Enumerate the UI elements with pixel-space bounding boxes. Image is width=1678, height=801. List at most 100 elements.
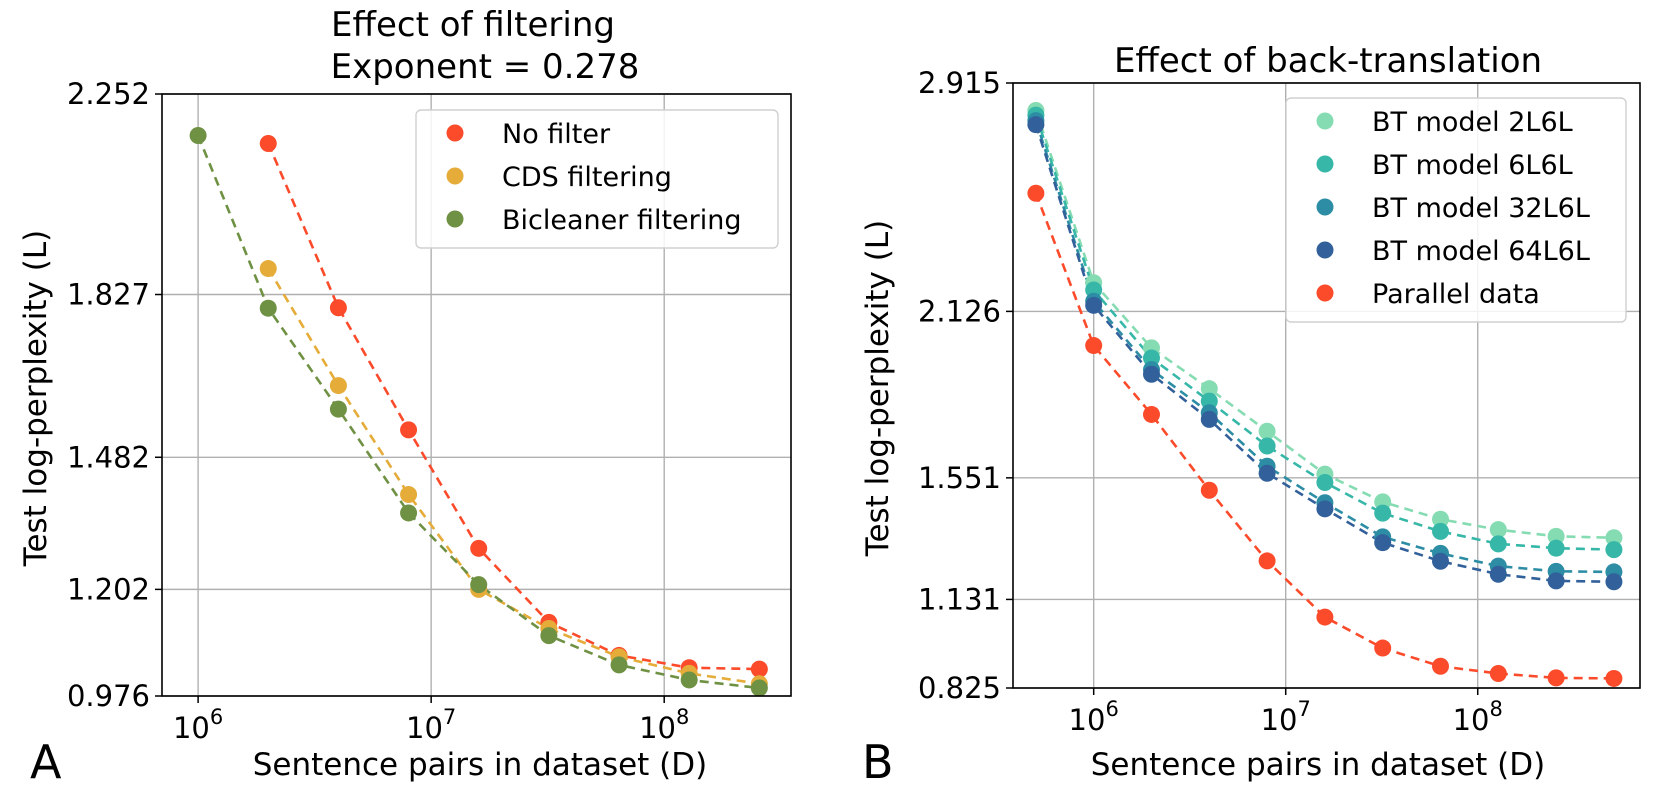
panel-b-series-4-point-4 (1258, 552, 1276, 570)
panel-b-series-0-point-10 (1605, 529, 1623, 547)
panel-a-label: A (30, 735, 62, 789)
panel-a-y-tick-label-2: 1.482 (67, 440, 150, 474)
panel-b-y-tick-label-4: 2.915 (918, 66, 1001, 100)
panel-a-series-2-fit-line (196, 135, 760, 690)
panel-b-series-4-point-6 (1374, 639, 1392, 657)
panel-a-series-2-point-6 (610, 656, 628, 674)
panel-b-series-4-point-9 (1547, 669, 1565, 687)
panel-b-legend: BT model 2L6L BT model 6L6L BT model 32L6L… (1285, 97, 1627, 323)
panel-a-series-0-fit-line (267, 142, 760, 671)
panel-b-legend-marker-2 (1316, 198, 1334, 216)
panel-a-series-0-point-1 (329, 299, 347, 317)
panel-b-series-1-point-5 (1316, 473, 1334, 491)
panel-a-series-2-point-5 (540, 627, 558, 645)
panel-b-series-0-point-4 (1258, 422, 1276, 440)
panel-a-y-tick-label-3: 1.827 (67, 278, 150, 312)
panel-a-series-2-point-0 (189, 127, 207, 145)
panel-b-series-1-point-6 (1374, 504, 1392, 522)
panel-a-series-0-point-3 (470, 539, 488, 557)
panel-a-series-2-point-1 (259, 299, 277, 317)
panel-b-series-4-point-7 (1432, 657, 1450, 675)
panel-b-legend-label-2: BT model 32L6L (1372, 193, 1590, 224)
panel-a-chart: 106 107 108 0.976 1.202 1.482 1.827 2.252 Effe… (18, 5, 792, 789)
panel-b-series-4-point-5 (1316, 608, 1334, 626)
panel-a-y-tick-label-0: 0.976 (67, 679, 150, 713)
panel-a-series-2-point-2 (329, 400, 347, 418)
panel-b-series-3-point-1 (1085, 296, 1103, 314)
panel-a-fit-curves (196, 135, 760, 690)
panel-b-series-1-point-7 (1432, 522, 1450, 540)
panel-b-label: B (862, 735, 894, 789)
panel-b-series-0-point-7 (1432, 510, 1450, 528)
panel-a-y-tick-label-4: 2.252 (67, 77, 150, 111)
panel-a-legend-box (415, 109, 779, 249)
panel-a-legend-marker-2 (446, 210, 464, 228)
panel-a-y-ticks: 0.976 1.202 1.482 1.827 2.252 (67, 77, 162, 713)
panel-a-series-0-point-2 (400, 421, 418, 439)
panel-b-series-3-point-0 (1027, 116, 1045, 134)
panel-a-legend-label-2: Bicleaner filtering (502, 205, 742, 236)
panel-b-series-4-point-1 (1085, 337, 1103, 355)
panel-b-legend-box (1285, 97, 1627, 323)
panel-a-series-1-point-0 (259, 260, 277, 278)
panel-b-title: Effect of back-translation (1114, 41, 1542, 81)
panel-a-x-tick-label-1: 107 (406, 705, 456, 745)
panel-b-series-4-fit-line (1034, 192, 1614, 680)
panel-a-x-axis-label: Sentence pairs in dataset (D) (253, 747, 708, 783)
panel-b-legend-label-4: Parallel data (1372, 279, 1540, 310)
panel-a-legend-marker-0 (446, 124, 464, 142)
panel-b-legend-label-0: BT model 2L6L (1372, 107, 1573, 138)
panel-b-x-tick-label-2: 108 (1453, 697, 1503, 737)
panel-b-series-1-point-9 (1547, 539, 1565, 557)
panel-a-series-0-point-7 (750, 660, 768, 678)
panel-b-series-4-point-3 (1200, 481, 1218, 499)
panel-b-series-1-point-10 (1605, 541, 1623, 559)
panel-a-x-tick-label-0: 106 (173, 705, 223, 745)
panel-b-y-tick-label-1: 1.131 (918, 582, 1001, 616)
panel-a-series-0-point-0 (259, 135, 277, 153)
panel-b-series-1-point-4 (1258, 437, 1276, 455)
panel-b-y-axis-label: Test log-perplexity (L) (860, 220, 896, 557)
panel-b-series-0-point-8 (1489, 521, 1507, 539)
panel-b-legend-marker-4 (1316, 284, 1334, 302)
panel-a-series-2-point-3 (400, 504, 418, 522)
panel-a-legend-label-1: CDS filtering (502, 162, 672, 193)
panel-b-legend-label-3: BT model 64L6L (1372, 236, 1590, 267)
panel-b-series-4-point-8 (1489, 665, 1507, 683)
panel-b-series-3-point-4 (1258, 464, 1276, 482)
panel-b-legend-marker-1 (1316, 155, 1334, 173)
panel-b-x-tick-label-0: 106 (1069, 697, 1119, 737)
panel-b-series-3-point-9 (1547, 572, 1565, 590)
panel-b-series-3-point-10 (1605, 573, 1623, 591)
panel-b-y-ticks: 0.825 1.131 1.551 2.126 2.915 (918, 66, 1013, 705)
panel-a-series-2-point-4 (470, 576, 488, 594)
panel-a-series-1-point-2 (400, 486, 418, 504)
panel-a-title-line-1: Effect of filtering (331, 5, 615, 45)
panel-a-axes-frame (161, 93, 792, 697)
panel-a-title-line-2: Exponent = 0.278 (331, 47, 640, 87)
panel-b-y-tick-label-2: 1.551 (918, 461, 1001, 495)
panel-b-series-1-point-8 (1489, 535, 1507, 553)
panel-b-x-axis-label: Sentence pairs in dataset (D) (1091, 747, 1546, 783)
panel-a-series-2-point-8 (750, 679, 768, 697)
panel-b-x-ticks: 106 107 108 (1069, 688, 1503, 737)
panel-b-data-points (1027, 102, 1623, 687)
panel-a-series-2-point-7 (680, 671, 698, 689)
panel-b-series-3-point-7 (1432, 552, 1450, 570)
panel-b-series-4-point-2 (1142, 405, 1160, 423)
panel-b-series-3-point-3 (1200, 410, 1218, 428)
panel-b-y-tick-label-0: 0.825 (918, 671, 1001, 705)
panel-b-series-3-point-5 (1316, 500, 1334, 518)
panel-b-legend-label-1: BT model 6L6L (1372, 150, 1573, 181)
panel-a-x-tick-label-2: 108 (639, 705, 689, 745)
panel-a-series-1-fit-line (267, 267, 760, 685)
panel-b-x-tick-label-1: 107 (1261, 697, 1311, 737)
panel-a-legend-label-0: No filter (502, 119, 611, 150)
panel-b-series-0-point-3 (1200, 380, 1218, 398)
panel-a-legend-marker-1 (446, 167, 464, 185)
panel-b-series-3-point-6 (1374, 534, 1392, 552)
panel-b-legend-marker-3 (1316, 241, 1334, 259)
panel-b-series-4-point-10 (1605, 669, 1623, 687)
panel-a-legend: No filter CDS filtering Bicleaner filterin… (415, 109, 779, 249)
panel-b-legend-marker-0 (1316, 112, 1334, 130)
